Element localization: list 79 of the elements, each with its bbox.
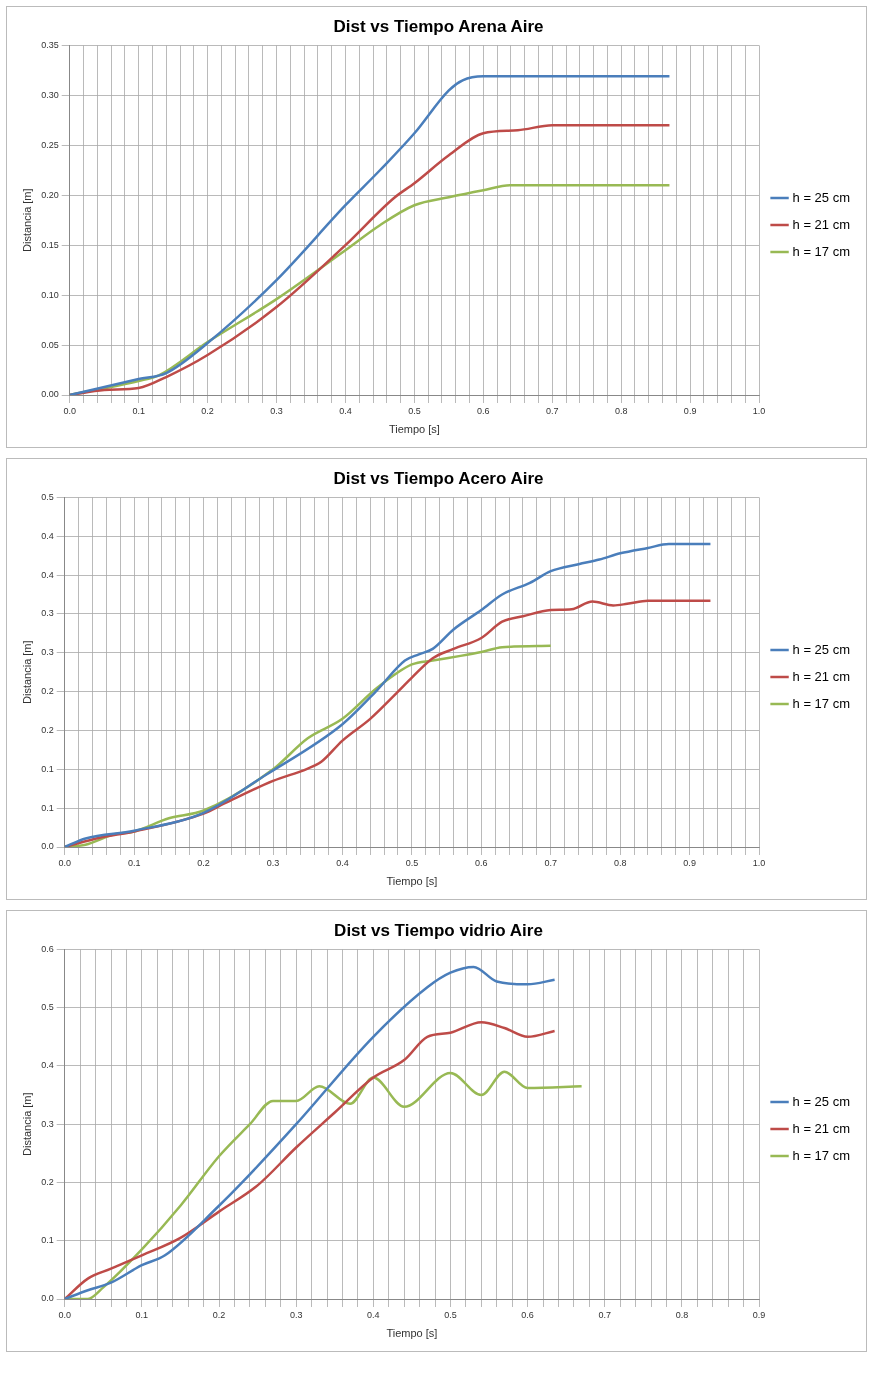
x-tick-label: 0.9 (752, 1309, 766, 1320)
x-axis-title: Tiempo [s] (386, 1327, 438, 1340)
x-tick-label: 0.0 (63, 405, 76, 416)
y-axis-title: Distancia [m] (20, 640, 33, 704)
x-tick-label: 0.4 (367, 1309, 380, 1320)
chart-title: Dist vs Tiempo vidrio Aire (334, 920, 543, 940)
line-series (69, 75, 671, 395)
y-tick-label: 0.2 (41, 1176, 54, 1187)
chart-title: Dist vs Tiempo Acero Aire (333, 468, 544, 488)
legend-label: h = 25 cm (792, 641, 851, 657)
legend-label: h = 21 cm (792, 1120, 851, 1136)
x-tick-label: 0.6 (477, 405, 490, 416)
legend-label: h = 17 cm (792, 695, 851, 711)
y-tick-label: 0.35 (41, 39, 59, 50)
y-tick-label: 0.15 (41, 239, 59, 250)
legend-label: h = 17 cm (792, 243, 851, 259)
x-tick-label: 0.7 (598, 1309, 612, 1320)
x-tick-label: 0.5 (444, 1309, 457, 1320)
x-tick-label: 0.8 (675, 1309, 689, 1320)
y-tick-label: 0.6 (41, 943, 54, 954)
x-tick-label: 0.5 (408, 405, 421, 416)
legend-label: h = 21 cm (792, 216, 851, 232)
x-tick-label: 0.2 (212, 1309, 226, 1320)
legend-label: h = 25 cm (792, 189, 851, 205)
x-tick-label: 0.3 (289, 1309, 303, 1320)
y-tick-label: 0.25 (41, 139, 59, 150)
x-tick-label: 0.8 (613, 857, 627, 868)
y-tick-label: 0.1 (41, 1235, 54, 1246)
y-tick-label: 0.5 (41, 491, 54, 502)
y-tick-label: 0.3 (41, 608, 54, 619)
x-tick-label: 0.7 (544, 857, 558, 868)
y-axis-title: Distancia [m] (20, 188, 33, 252)
y-tick-label: 0.30 (41, 89, 59, 100)
x-tick-label: 0.4 (339, 405, 352, 416)
x-tick-label: 0.4 (336, 857, 349, 868)
x-tick-label: 0.2 (201, 405, 214, 416)
y-axis-title: Distancia [m] (20, 1092, 33, 1156)
y-tick-label: 0.0 (41, 1293, 54, 1304)
x-tick-label: 0.7 (545, 405, 559, 416)
x-tick-label: 0.1 (132, 405, 145, 416)
y-tick-label: 0.4 (41, 530, 54, 541)
x-tick-label: 0.9 (683, 857, 696, 868)
legend-label: h = 21 cm (792, 668, 851, 684)
x-tick-label: 0.8 (614, 405, 628, 416)
y-tick-label: 0.05 (41, 339, 59, 350)
y-tick-label: 0.4 (41, 569, 54, 580)
y-tick-label: 0.2 (41, 686, 54, 697)
legend-label: h = 17 cm (792, 1147, 851, 1163)
x-axis-title: Tiempo [s] (388, 423, 440, 436)
y-tick-label: 0.3 (41, 1118, 54, 1129)
x-axis-title: Tiempo [s] (386, 875, 438, 888)
x-tick-label: 0.2 (197, 857, 210, 868)
x-tick-label: 0.1 (127, 857, 141, 868)
x-tick-label: 0.9 (683, 405, 697, 416)
x-tick-label: 1.0 (752, 857, 766, 868)
legend-label: h = 25 cm (792, 1093, 851, 1109)
y-tick-label: 0.5 (41, 1002, 54, 1013)
y-tick-label: 0.3 (41, 647, 54, 658)
y-tick-label: 0.4 (41, 1060, 54, 1071)
y-tick-label: 0.1 (41, 802, 54, 813)
x-tick-label: 0.5 (405, 857, 419, 868)
x-tick-label: 0.0 (58, 857, 71, 868)
chart-title: Dist vs Tiempo Arena Aire (333, 16, 544, 36)
y-tick-label: 0.20 (41, 189, 59, 200)
y-tick-label: 0.00 (41, 389, 59, 400)
x-tick-label: 0.6 (521, 1309, 534, 1320)
y-tick-label: 0.10 (41, 289, 59, 300)
x-tick-label: 0.3 (266, 857, 280, 868)
x-tick-label: 0.0 (58, 1309, 71, 1320)
x-tick-label: 0.3 (270, 405, 283, 416)
line-series (64, 542, 712, 847)
y-tick-label: 0.0 (41, 841, 54, 852)
y-tick-label: 0.2 (41, 724, 54, 735)
line-series (64, 1020, 556, 1299)
x-tick-label: 0.1 (135, 1309, 149, 1320)
line-series (64, 965, 556, 1299)
y-tick-label: 0.1 (41, 763, 54, 774)
x-tick-label: 0.6 (475, 857, 488, 868)
x-tick-label: 1.0 (752, 405, 766, 416)
